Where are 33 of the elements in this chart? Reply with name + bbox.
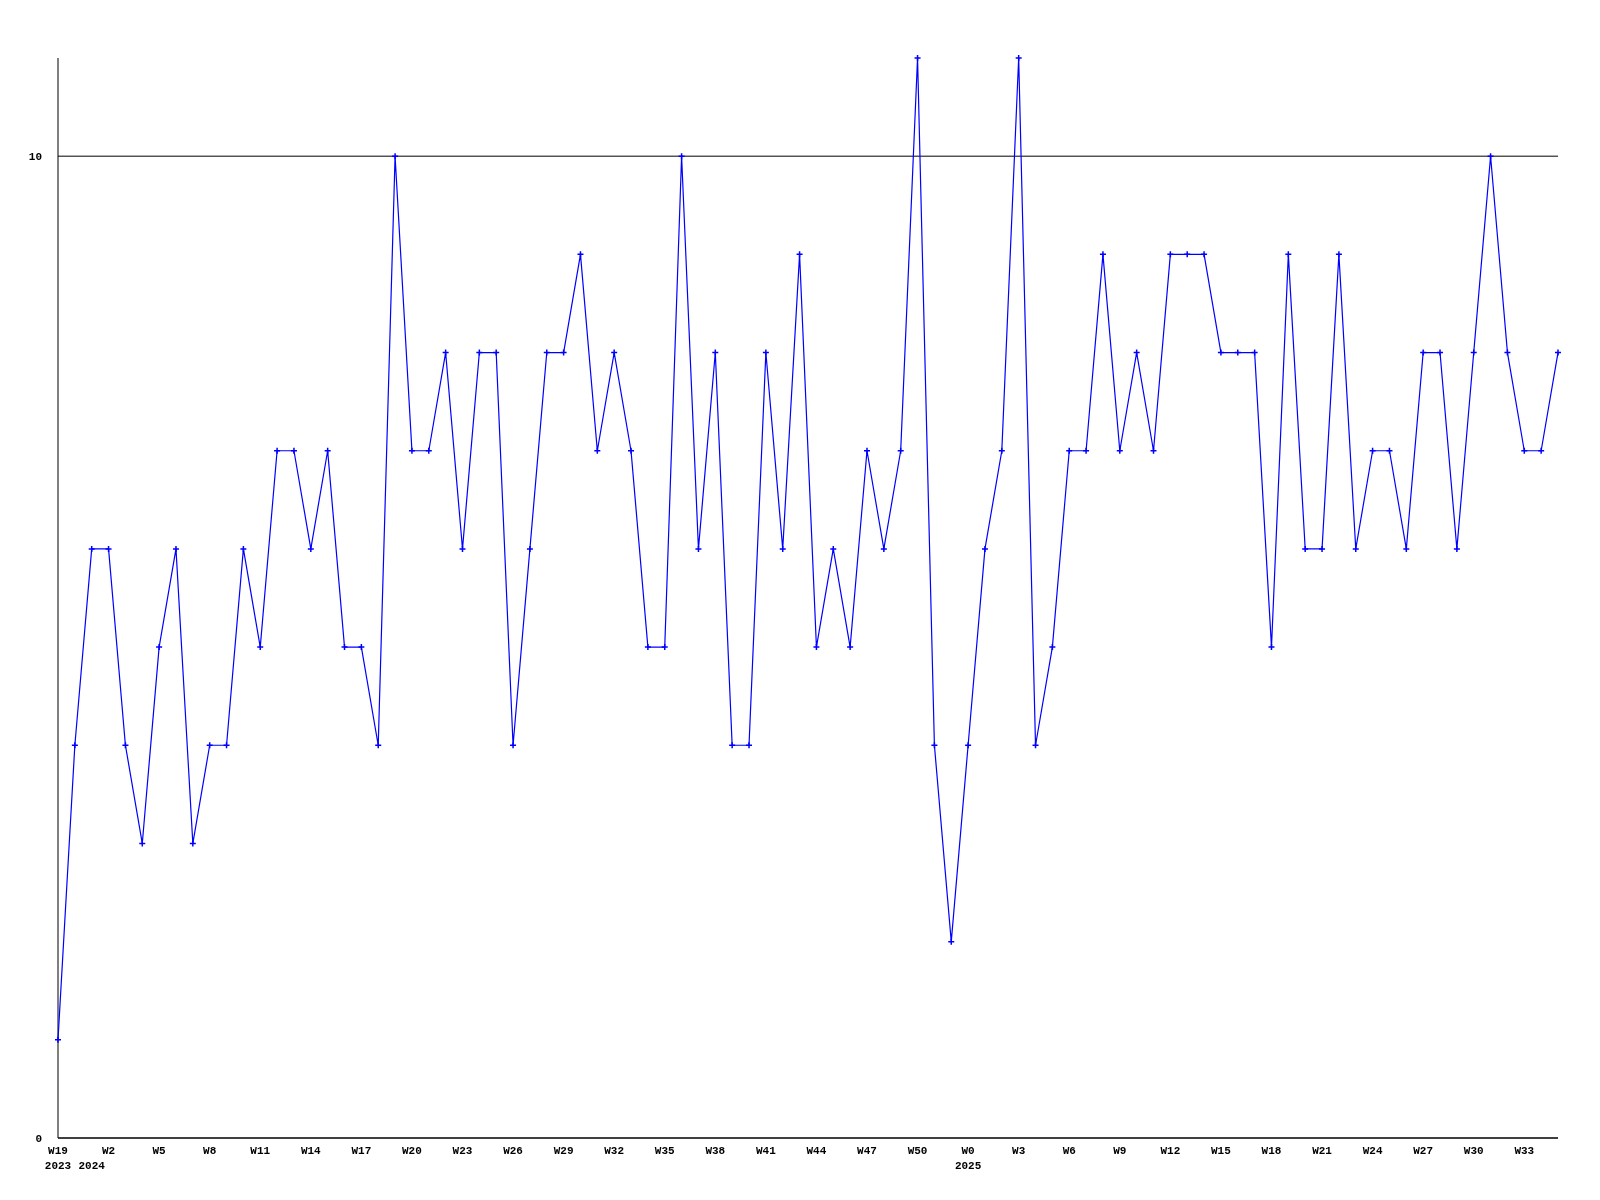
x-tick-label: W0 2025 <box>954 1145 982 1172</box>
x-tick-label: W33 <box>1514 1145 1535 1157</box>
x-tick-label: W9 <box>1113 1145 1127 1157</box>
x-tick-label: W6 <box>1062 1145 1076 1157</box>
x-tick-label: W38 <box>705 1145 726 1157</box>
x-tick-label: W26 <box>503 1145 523 1157</box>
x-tick-label: W29 <box>553 1145 574 1157</box>
y-tick-label: 0 <box>35 1132 42 1145</box>
x-tick-label: W19 2023 <box>44 1145 72 1172</box>
x-tick-label: W3 <box>1012 1145 1026 1157</box>
x-tick-label: W18 <box>1261 1145 1282 1157</box>
x-tick-label: W15 <box>1211 1145 1232 1157</box>
x-tick-label: W27 <box>1413 1145 1434 1157</box>
x-tick-label: W41 <box>755 1145 777 1157</box>
x-tick-label: W44 <box>806 1145 827 1157</box>
x-tick-label: W24 <box>1362 1145 1383 1157</box>
x-tick-label: W30 <box>1463 1145 1484 1157</box>
x-tick-label: W47 <box>857 1145 877 1157</box>
y-tick-label: 10 <box>28 151 42 164</box>
x-tick-label: W11 <box>250 1145 271 1157</box>
x-tick-label: W23 <box>452 1145 473 1157</box>
x-tick-label: W12 <box>1160 1145 1181 1157</box>
x-tick-label: W20 <box>402 1145 422 1157</box>
x-tick-label: W50 <box>907 1145 928 1157</box>
x-tick-label: 2024 <box>78 1160 106 1172</box>
x-tick-label: W32 <box>604 1145 625 1157</box>
x-tick-label: W14 <box>300 1145 322 1157</box>
x-tick-label: W17 <box>351 1145 372 1157</box>
x-tick-label: W35 <box>654 1145 676 1157</box>
x-tick-label: W2 <box>101 1145 116 1157</box>
x-tick-label: W5 <box>152 1145 167 1157</box>
x-tick-label: W8 <box>203 1145 217 1157</box>
x-tick-label: W21 <box>1312 1145 1333 1157</box>
